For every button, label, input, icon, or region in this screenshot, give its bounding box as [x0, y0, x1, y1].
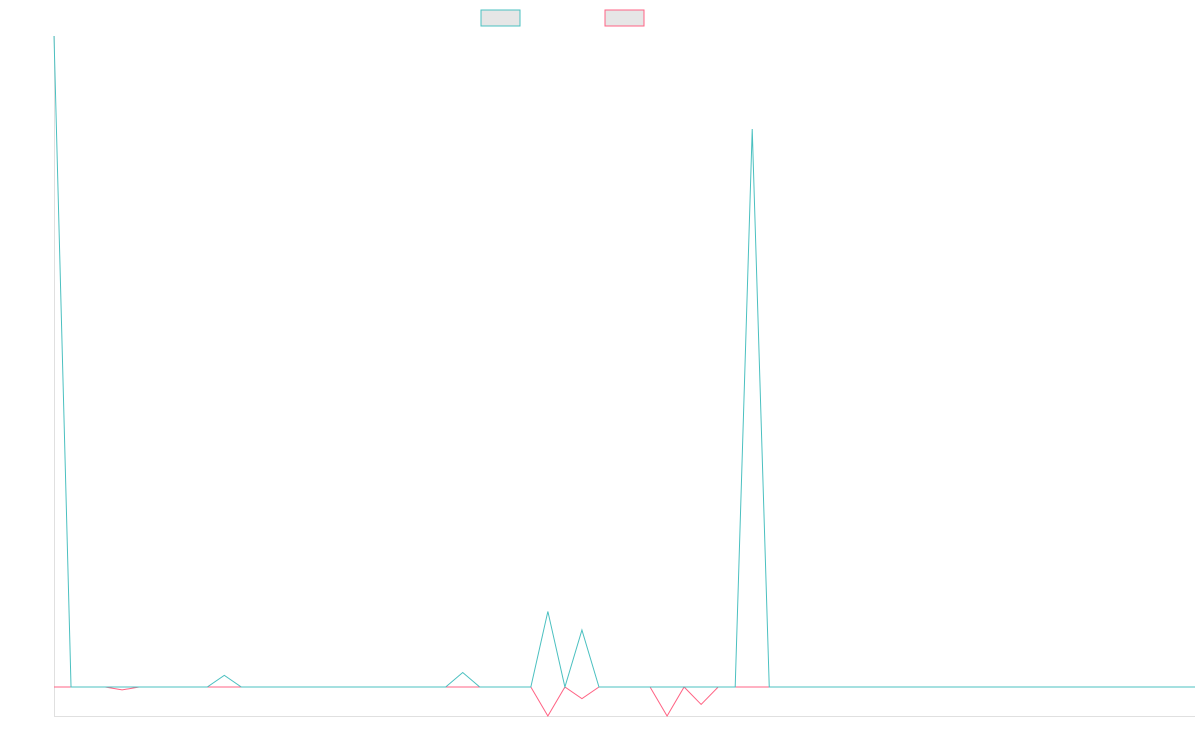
- data-point[interactable]: [750, 685, 754, 689]
- data-point[interactable]: [903, 685, 907, 689]
- data-point[interactable]: [597, 685, 601, 689]
- data-point[interactable]: [52, 685, 56, 689]
- data-point[interactable]: [580, 628, 584, 632]
- data-point[interactable]: [614, 685, 618, 689]
- data-point[interactable]: [256, 685, 260, 689]
- data-point[interactable]: [733, 685, 737, 689]
- data-point[interactable]: [580, 697, 584, 701]
- data-point[interactable]: [137, 685, 141, 689]
- data-point[interactable]: [750, 127, 754, 131]
- data-point[interactable]: [1159, 685, 1163, 689]
- data-point[interactable]: [410, 685, 414, 689]
- data-point[interactable]: [648, 685, 652, 689]
- data-point[interactable]: [1006, 685, 1010, 689]
- data-point[interactable]: [1057, 685, 1061, 689]
- data-point[interactable]: [784, 685, 788, 689]
- data-point[interactable]: [955, 685, 959, 689]
- legend-swatch-series-1[interactable]: [480, 9, 521, 27]
- data-point[interactable]: [1023, 685, 1027, 689]
- data-point[interactable]: [239, 685, 243, 689]
- data-point[interactable]: [835, 685, 839, 689]
- data-point[interactable]: [154, 685, 158, 689]
- data-point[interactable]: [290, 685, 294, 689]
- series-2: [52, 685, 1195, 718]
- data-point[interactable]: [103, 685, 107, 689]
- data-point[interactable]: [1108, 685, 1112, 689]
- data-point[interactable]: [665, 714, 669, 718]
- data-point[interactable]: [461, 670, 465, 674]
- data-point[interactable]: [563, 685, 567, 689]
- data-point[interactable]: [716, 685, 720, 689]
- series-line-1: [53, 35, 1195, 689]
- data-point[interactable]: [546, 609, 550, 613]
- data-point[interactable]: [359, 685, 363, 689]
- data-point[interactable]: [1125, 685, 1129, 689]
- data-point[interactable]: [444, 685, 448, 689]
- data-point[interactable]: [222, 685, 226, 689]
- data-point[interactable]: [938, 685, 942, 689]
- data-point[interactable]: [1074, 685, 1078, 689]
- data-point[interactable]: [1142, 685, 1146, 689]
- data-point[interactable]: [205, 685, 209, 689]
- data-point[interactable]: [512, 685, 516, 689]
- data-point[interactable]: [1091, 685, 1095, 689]
- data-point[interactable]: [886, 685, 890, 689]
- data-point[interactable]: [1176, 685, 1180, 689]
- data-point[interactable]: [52, 34, 56, 38]
- data-point[interactable]: [767, 685, 771, 689]
- data-point[interactable]: [1193, 685, 1197, 689]
- data-point[interactable]: [188, 685, 192, 689]
- data-point[interactable]: [546, 714, 550, 718]
- data-point[interactable]: [852, 685, 856, 689]
- data-point[interactable]: [324, 685, 328, 689]
- data-point[interactable]: [171, 685, 175, 689]
- plot-area: [52, 34, 1197, 718]
- data-point[interactable]: [989, 685, 993, 689]
- data-point[interactable]: [801, 685, 805, 689]
- data-point[interactable]: [393, 685, 397, 689]
- data-point[interactable]: [682, 685, 686, 689]
- series-line-2: [54, 686, 1195, 718]
- legend: [480, 9, 645, 27]
- data-point[interactable]: [869, 685, 873, 689]
- data-point[interactable]: [86, 685, 90, 689]
- data-point[interactable]: [376, 685, 380, 689]
- data-point[interactable]: [818, 685, 822, 689]
- series-layer: [52, 34, 1197, 718]
- data-point[interactable]: [222, 673, 226, 677]
- data-point[interactable]: [461, 685, 465, 689]
- data-point[interactable]: [1040, 685, 1044, 689]
- data-point[interactable]: [495, 685, 499, 689]
- data-point[interactable]: [427, 685, 431, 689]
- data-point[interactable]: [69, 685, 73, 689]
- data-point[interactable]: [631, 685, 635, 689]
- legend-swatch-series-2[interactable]: [604, 9, 645, 27]
- data-point[interactable]: [699, 702, 703, 706]
- series-1: [52, 34, 1197, 689]
- data-point[interactable]: [478, 685, 482, 689]
- data-point[interactable]: [529, 685, 533, 689]
- data-point[interactable]: [307, 685, 311, 689]
- data-point[interactable]: [972, 685, 976, 689]
- data-point[interactable]: [120, 685, 124, 689]
- data-point[interactable]: [342, 685, 346, 689]
- data-point[interactable]: [699, 685, 703, 689]
- data-point[interactable]: [273, 685, 277, 689]
- data-point[interactable]: [665, 685, 669, 689]
- data-point[interactable]: [921, 685, 925, 689]
